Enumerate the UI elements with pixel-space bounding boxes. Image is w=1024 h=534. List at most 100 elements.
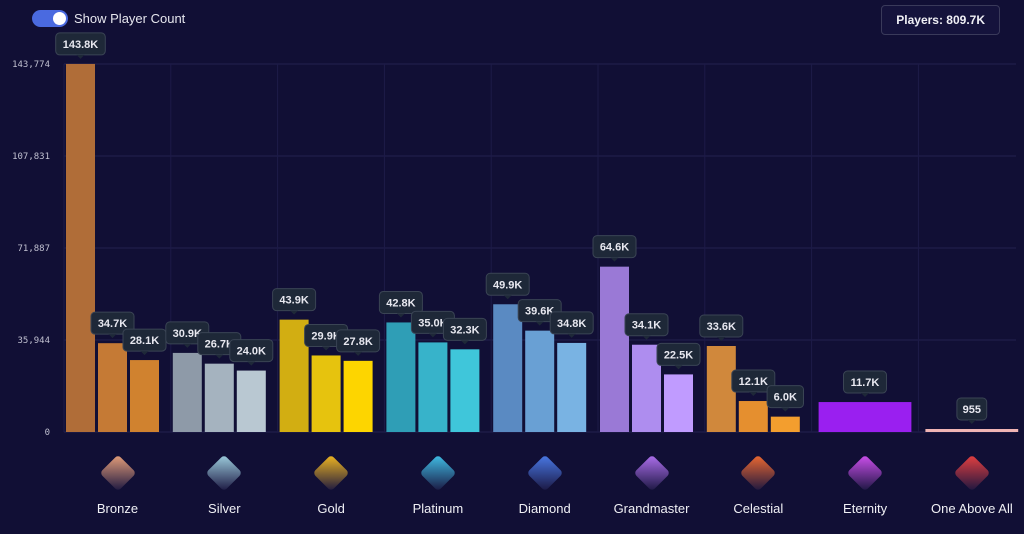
data-label: 49.9K: [493, 279, 522, 291]
y-tick-label: 71,887: [17, 244, 50, 254]
y-tick-label: 35,944: [17, 336, 50, 346]
toggle-label: Show Player Count: [74, 11, 186, 26]
category-label: Celestial: [733, 501, 784, 516]
data-label: 6.0K: [774, 392, 797, 404]
data-label-pointer: [140, 351, 149, 356]
data-label-pointer: [861, 393, 869, 398]
data-label-pointer: [354, 351, 363, 356]
data-label-pointer: [76, 54, 85, 59]
category-celestial: Celestial: [705, 454, 812, 516]
category-label: Eternity: [843, 501, 888, 516]
category-label: Gold: [317, 501, 345, 516]
data-label-pointer: [460, 340, 469, 345]
category-label: One Above All: [931, 501, 1013, 516]
show-player-count-toggle[interactable]: [32, 10, 68, 27]
bar: [493, 304, 523, 432]
bar: [236, 370, 266, 432]
bar: [66, 63, 95, 433]
data-label-pointer: [183, 343, 192, 348]
bar: [343, 360, 373, 432]
bar: [98, 343, 127, 432]
one-above-all-rank-icon: [953, 454, 991, 492]
category-gold: Gold: [278, 454, 385, 516]
y-tick-label: 0: [45, 428, 50, 438]
bar: [172, 352, 202, 432]
data-label: 42.8K: [386, 297, 415, 309]
bar: [450, 349, 480, 432]
data-label-pointer: [967, 420, 976, 424]
data-label: 26.7K: [205, 339, 234, 351]
bar: [664, 374, 693, 432]
data-label: 64.6K: [600, 242, 629, 254]
data-label: 39.6K: [525, 306, 554, 318]
platinum-rank-icon: [419, 454, 457, 492]
data-label: 22.5K: [664, 349, 693, 361]
category-label: Bronze: [96, 501, 139, 516]
bar: [600, 266, 629, 432]
rank-distribution-chart: 0 35,944 71,887 107,831 143,774 143.8K 34.7K28…: [12, 32, 1019, 438]
data-label-pointer: [642, 335, 651, 340]
data-label-pointer: [567, 333, 576, 338]
data-label: 955: [963, 404, 981, 416]
bar: [418, 342, 448, 432]
category-diamond: Diamond: [491, 454, 598, 516]
category-one-above-all: One Above All: [918, 454, 1024, 516]
data-label-pointer: [503, 295, 512, 300]
bar: [130, 360, 159, 432]
data-label: 12.1K: [739, 376, 768, 388]
data-label-pointer: [717, 336, 726, 341]
data-label: 30.9K: [173, 328, 202, 340]
data-label-pointer: [215, 354, 224, 359]
bar: [632, 344, 661, 432]
category-label: Platinum: [412, 501, 464, 516]
category-label: Grandmaster: [613, 501, 690, 516]
y-tick-label: 143,774: [12, 60, 50, 70]
data-label-pointer: [108, 334, 117, 339]
data-label: 34.8K: [557, 318, 586, 330]
data-label: 35.0K: [418, 317, 447, 329]
bar: [706, 345, 736, 432]
data-label: 27.8K: [343, 336, 372, 348]
category-grandmaster: Grandmaster: [598, 454, 705, 516]
category-label: Diamond: [518, 501, 571, 516]
data-label: 32.3K: [450, 324, 479, 336]
toggle-knob: [53, 12, 66, 25]
bar: [279, 319, 309, 432]
y-tick-label: 107,831: [12, 152, 50, 162]
data-label-pointer: [290, 310, 299, 315]
data-label-pointer: [749, 392, 758, 397]
data-label: 29.9K: [311, 330, 340, 342]
bronze-rank-icon: [99, 454, 136, 492]
data-label: 28.1K: [130, 335, 159, 347]
data-label-pointer: [247, 361, 256, 366]
bar: [557, 342, 587, 432]
category-platinum: Platinum: [384, 454, 491, 516]
data-label-pointer: [781, 407, 790, 412]
data-label: 24.0K: [237, 346, 266, 358]
data-label-pointer: [535, 321, 544, 326]
data-label-pointer: [322, 346, 331, 351]
silver-rank-icon: [205, 454, 243, 492]
data-label: 34.7K: [98, 318, 127, 330]
bar: [925, 429, 1019, 432]
data-label-pointer: [674, 365, 683, 370]
grandmaster-rank-icon: [633, 454, 670, 492]
gold-rank-icon: [312, 454, 350, 492]
bar: [818, 402, 912, 432]
category-silver: Silver: [171, 454, 278, 516]
bar: [738, 401, 768, 432]
bar: [386, 322, 416, 432]
category-bronze: Bronze: [64, 454, 171, 516]
data-label: 33.6K: [707, 321, 736, 333]
data-label-pointer: [428, 333, 437, 338]
bar: [525, 330, 555, 432]
data-label: 43.9K: [279, 295, 308, 307]
players-total-badge: Players: 809.7K: [881, 5, 1000, 35]
celestial-rank-icon: [739, 454, 777, 492]
bar: [204, 363, 234, 432]
data-label: 11.7K: [851, 377, 880, 389]
category-eternity: Eternity: [812, 454, 919, 516]
bar: [311, 355, 341, 432]
data-label: 34.1K: [632, 320, 661, 332]
data-label-pointer: [396, 313, 405, 318]
